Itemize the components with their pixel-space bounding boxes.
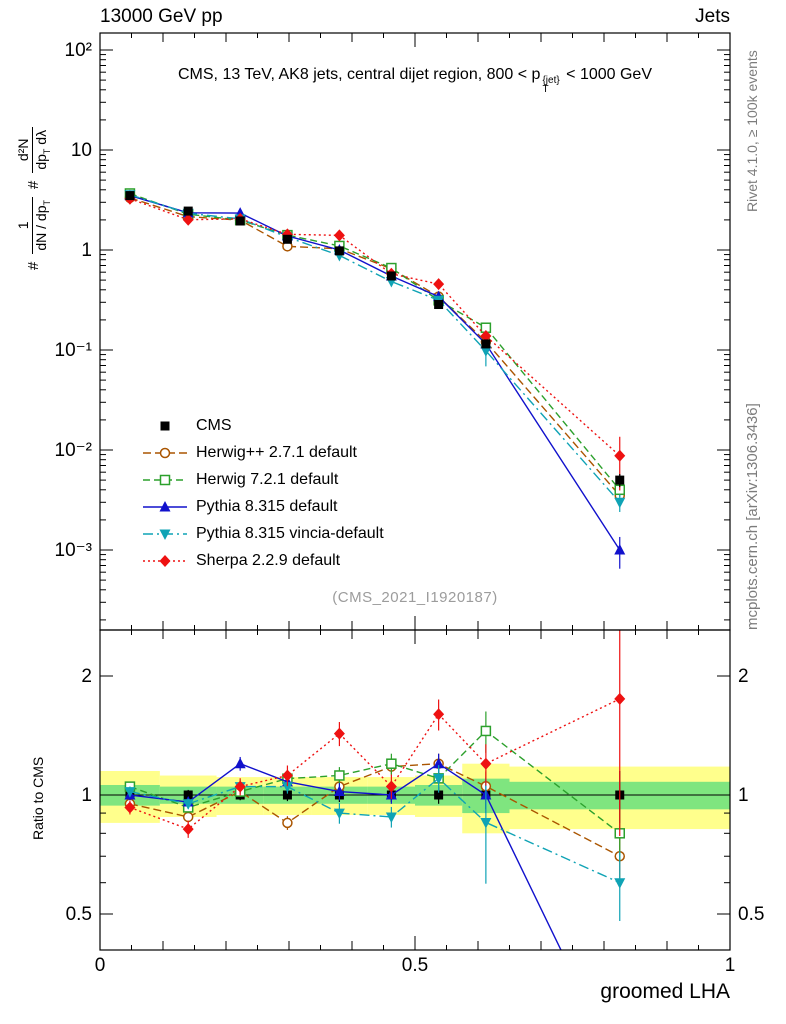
svg-text:1: 1 (81, 785, 92, 806)
legend-marker-vincia-icon (143, 529, 187, 540)
svg-text:0.5: 0.5 (66, 904, 92, 925)
legend-label-vincia: Pythia 8.315 vincia-default (196, 524, 384, 542)
legend-marker-pythia-icon (143, 500, 187, 511)
svg-text:0: 0 (95, 955, 106, 976)
pt-subscript: T (542, 84, 549, 95)
legend-label-cms: CMS (196, 416, 232, 434)
legend-marker-herwigpp-icon (143, 447, 187, 458)
svg-text:10: 10 (71, 140, 92, 161)
axes-layer: 10² 10 1 10⁻¹ 10⁻² 10⁻³ 2 2 1 1 0.5 0.5 0 0.5 1 (55, 32, 764, 976)
legend-label-herwigpp: Herwig++ 2.7.1 default (196, 443, 357, 461)
beam-energy-label: 13000 GeV pp (100, 6, 223, 27)
legend-item-herwig7: Herwig 7.2.1 default (142, 466, 384, 493)
analysis-id-watermark: (CMS_2021_I1920187) (332, 589, 498, 606)
rivet-version-note: Rivet 4.1.0, ≥ 100k events (744, 50, 760, 212)
legend-item-herwigpp: Herwig++ 2.7.1 default (142, 439, 384, 466)
legend-label-herwig7: Herwig 7.2.1 default (196, 470, 339, 488)
svg-text:10⁻³: 10⁻³ (55, 540, 93, 561)
svg-text:10⁻¹: 10⁻¹ (55, 340, 93, 361)
legend-marker-sherpa-icon (143, 554, 187, 567)
ratio-y-axis-label: Ratio to CMS (30, 756, 46, 840)
plot-title-pre: CMS, 13 TeV, AK8 jets, central dijet reg… (178, 66, 541, 83)
legend-marker-herwig7-icon (143, 474, 187, 485)
main-series-layer (124, 188, 626, 569)
legend-item-pythia: Pythia 8.315 default (142, 493, 384, 520)
svg-text:1: 1 (738, 785, 749, 806)
svg-text:1: 1 (725, 955, 736, 976)
legend-label-pythia: Pythia 8.315 default (196, 497, 338, 515)
ratio-series-layer (124, 630, 626, 950)
ylabel-hash-2: # (25, 180, 43, 190)
main-y-axis-label: # 1 dN / dpT # d²N dpT dλ (15, 126, 52, 270)
legend-item-cms: CMS (142, 412, 384, 439)
plot-title: CMS, 13 TeV, AK8 jets, central dijet reg… (100, 66, 730, 95)
ylabel-fraction-2: d²N dpT dλ (15, 126, 52, 173)
plot-title-post: < 1000 GeV (561, 66, 652, 83)
legend-item-vincia: Pythia 8.315 vincia-default (142, 520, 384, 547)
legend-item-sherpa: Sherpa 2.2.9 default (142, 547, 384, 574)
svg-text:10²: 10² (65, 40, 92, 61)
ylabel-hash-1: # (25, 261, 43, 270)
svg-text:0.5: 0.5 (738, 904, 764, 925)
analysis-topic-label: Jets (695, 6, 730, 27)
pt-superscript: {jet} (542, 75, 560, 86)
ylabel-fraction-1: 1 dN / dpT (15, 197, 52, 254)
legend-marker-cms-icon (160, 421, 170, 430)
svg-text:2: 2 (738, 666, 749, 687)
mcplots-citation-note: mcplots.cern.ch [arXiv:1306.3436] (744, 403, 761, 630)
legend: CMS Herwig++ 2.7.1 default Herwig 7.2.1 … (142, 412, 384, 574)
legend-label-sherpa: Sherpa 2.2.9 default (196, 551, 341, 569)
svg-text:10⁻²: 10⁻² (55, 440, 93, 461)
svg-text:1: 1 (81, 240, 92, 261)
pt-sup-sub: {jet} T (542, 75, 560, 95)
svg-text:2: 2 (81, 666, 92, 687)
x-axis-label: groomed LHA (600, 980, 730, 1003)
svg-text:0.5: 0.5 (402, 955, 428, 976)
